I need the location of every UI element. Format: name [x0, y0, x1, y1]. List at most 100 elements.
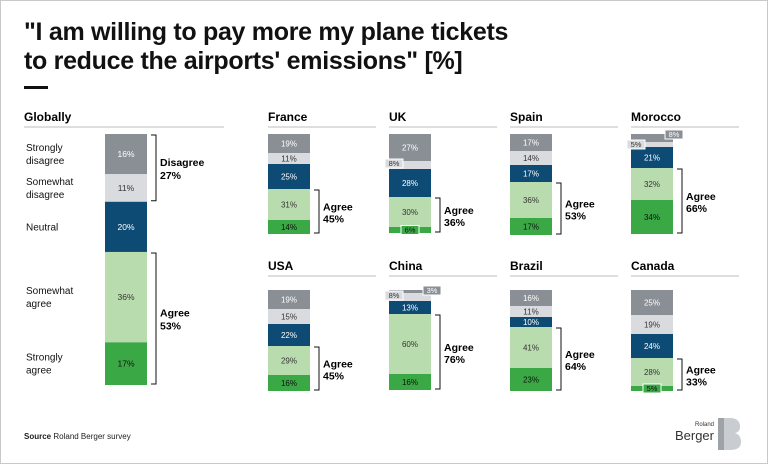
- brazil-segment-somewhat-disagree: [510, 306, 552, 317]
- canada-segment-label-somewhat-disagree: 19%: [644, 321, 660, 330]
- canada-segment-badge-strongly-agree: [642, 383, 662, 394]
- china-agree-bracket: [435, 314, 441, 390]
- uk-agree-bracket: [435, 197, 441, 233]
- morocco-segment-label-somewhat-disagree: 5%: [631, 140, 642, 149]
- spain-segment-somewhat-agree: [510, 182, 552, 218]
- source-text: Roland Berger survey: [53, 432, 131, 441]
- global-segment-label-somewhat-agree: 36%: [117, 292, 134, 302]
- global-segment-label-strongly-agree: 17%: [117, 359, 134, 369]
- brazil-segment-label-neutral: 10%: [523, 318, 539, 327]
- china-segment-label-neutral: 13%: [402, 304, 418, 313]
- global-agree-bracket: [151, 252, 157, 385]
- spain-segment-label-somewhat-disagree: 14%: [523, 154, 539, 163]
- global-segment-somewhat-disagree: [105, 174, 147, 202]
- global-category-label-somewhat-agree: agree: [26, 299, 52, 310]
- global-segment-somewhat-agree: [105, 251, 147, 343]
- china-segment-label-strongly-disagree: 3%: [427, 286, 438, 295]
- global-agree-value: 53%: [160, 320, 182, 332]
- spain-segment-label-strongly-disagree: 17%: [523, 139, 539, 148]
- usa-agree-value: 45%: [323, 371, 345, 383]
- usa-segment-somewhat-agree: [268, 346, 310, 375]
- panel-title-morocco: Morocco: [631, 110, 681, 124]
- brazil-segment-somewhat-agree: [510, 327, 552, 368]
- usa-segment-label-strongly-disagree: 19%: [281, 296, 297, 305]
- uk-segment-somewhat-disagree: [389, 161, 431, 169]
- china-segment-somewhat-disagree: [389, 293, 431, 301]
- global-category-label-somewhat-disagree: Somewhat: [26, 177, 73, 188]
- source-label: Source: [24, 432, 52, 441]
- france-segment-label-somewhat-disagree: 11%: [281, 155, 296, 164]
- brazil-agree-bracket: [556, 327, 562, 391]
- france-segment-strongly-disagree: [268, 134, 310, 153]
- panel-title-china: China: [389, 259, 423, 273]
- roland-berger-logo: Roland Berger: [675, 418, 741, 450]
- global-category-label-strongly-agree: agree: [26, 366, 52, 377]
- china-segment-badge-strongly-disagree: [422, 285, 442, 296]
- morocco-segment-label-somewhat-agree: 32%: [644, 180, 660, 189]
- china-segment-strongly-agree: [389, 374, 431, 390]
- global-category-label-strongly-disagree: Strongly: [26, 143, 63, 154]
- spain-agree-bracket: [556, 182, 562, 235]
- spain-segment-label-strongly-agree: 17%: [523, 223, 539, 232]
- france-agree-label: Agree: [323, 202, 353, 214]
- panel-title-spain: Spain: [510, 110, 543, 124]
- france-segment-label-strongly-disagree: 19%: [281, 140, 297, 149]
- global-category-label-somewhat-disagree: disagree: [26, 190, 65, 201]
- brazil-segment-neutral: [510, 317, 552, 327]
- global-category-label-neutral: Neutral: [26, 222, 58, 233]
- china-agree-label: Agree: [444, 342, 474, 354]
- canada-segment-label-strongly-agree: 5%: [647, 384, 658, 393]
- morocco-segment-somewhat-agree: [631, 168, 673, 200]
- global-category-label-strongly-agree: Strongly: [26, 353, 63, 364]
- global-segment-label-somewhat-disagree: 11%: [118, 183, 135, 193]
- title-rule: [24, 86, 48, 89]
- brazil-segment-label-somewhat-disagree: 11%: [523, 308, 538, 317]
- title-line-1: "I am willing to pay more my plane ticke…: [24, 18, 509, 46]
- morocco-segment-somewhat-disagree: [631, 142, 673, 147]
- morocco-segment-label-neutral: 21%: [644, 154, 660, 163]
- uk-agree-value: 36%: [444, 217, 466, 229]
- china-segment-strongly-disagree: [389, 290, 431, 293]
- france-agree-bracket: [314, 189, 320, 234]
- usa-segment-somewhat-disagree: [268, 309, 310, 324]
- usa-segment-strongly-agree: [268, 375, 310, 391]
- panel-title-uk: UK: [389, 110, 407, 124]
- global-disagree-value: 27%: [160, 170, 182, 182]
- france-agree-value: 45%: [323, 214, 345, 226]
- brazil-segment-label-somewhat-agree: 41%: [523, 344, 539, 353]
- global-segment-label-neutral: 20%: [117, 222, 134, 232]
- uk-segment-strongly-disagree: [389, 134, 431, 161]
- france-segment-somewhat-disagree: [268, 153, 310, 164]
- spain-agree-value: 53%: [565, 211, 587, 223]
- panel-title-france: France: [268, 110, 308, 124]
- china-segment-label-somewhat-agree: 60%: [402, 340, 418, 349]
- usa-segment-label-neutral: 22%: [281, 331, 297, 340]
- brazil-segment-label-strongly-disagree: 16%: [523, 294, 539, 303]
- spain-segment-somewhat-disagree: [510, 151, 552, 165]
- france-segment-somewhat-agree: [268, 189, 310, 220]
- morocco-agree-value: 66%: [686, 203, 708, 215]
- panel-title-canada: Canada: [631, 259, 675, 273]
- uk-agree-label: Agree: [444, 205, 474, 217]
- spain-segment-label-somewhat-agree: 36%: [523, 196, 539, 205]
- canada-agree-label: Agree: [686, 365, 716, 377]
- global-category-label-somewhat-agree: Somewhat: [26, 286, 73, 297]
- global-agree-label: Agree: [160, 307, 190, 319]
- morocco-segment-label-strongly-disagree: 8%: [669, 130, 680, 139]
- china-segment-somewhat-agree: [389, 314, 431, 374]
- logo-top-text: Roland: [695, 422, 714, 428]
- canada-segment-label-neutral: 24%: [644, 342, 660, 351]
- canada-segment-neutral: [631, 334, 673, 358]
- france-segment-label-neutral: 25%: [281, 173, 297, 182]
- canada-segment-somewhat-disagree: [631, 315, 673, 334]
- morocco-segment-badge-strongly-disagree: [664, 129, 684, 140]
- spain-segment-strongly-agree: [510, 218, 552, 235]
- uk-segment-label-strongly-disagree: 27%: [402, 144, 418, 153]
- global-segment-strongly-agree: [105, 342, 147, 385]
- global-segment-neutral: [105, 201, 147, 252]
- canada-segment-label-somewhat-agree: 28%: [644, 368, 660, 377]
- canada-agree-value: 33%: [686, 377, 708, 389]
- morocco-agree-bracket: [677, 168, 683, 234]
- france-segment-neutral: [268, 164, 310, 189]
- usa-segment-neutral: [268, 324, 310, 346]
